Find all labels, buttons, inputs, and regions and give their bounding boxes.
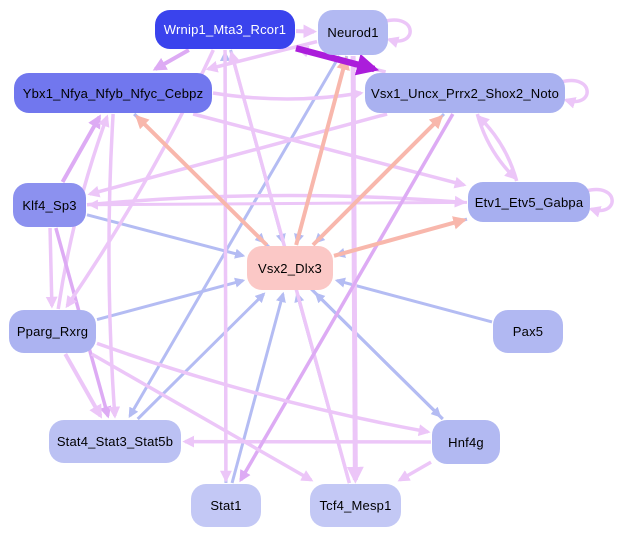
node-vsx1[interactable]: Vsx1_Uncx_Prrx2_Shox2_Noto	[365, 73, 565, 113]
node-label: Pax5	[512, 324, 544, 339]
node-ybx1[interactable]: Ybx1_Nfya_Nfyb_Nfyc_Cebpz	[14, 73, 212, 113]
edge-vsx2-ybx1	[135, 114, 269, 247]
node-wrnip1[interactable]: Wrnip1_Mta3_Rcor1	[155, 10, 295, 49]
node-stat4[interactable]: Stat4_Stat3_Stat5b	[49, 420, 181, 463]
edge-vsx2-vsx1	[311, 114, 444, 247]
node-label: Vsx2_Dlx3	[258, 260, 322, 276]
node-vsx2[interactable]: Vsx2_Dlx3	[247, 246, 333, 290]
edge-wrnip1-ybx1	[152, 48, 190, 71]
node-pax5[interactable]: Pax5	[493, 310, 563, 353]
node-pparg[interactable]: Pparg_Rxrg	[9, 310, 96, 353]
edge-pparg-stat4	[63, 353, 103, 419]
node-label: Ybx1_Nfya_Nfyb_Nfyc_Cebpz	[22, 85, 204, 101]
edge-hnf4g-tcf4	[397, 460, 432, 482]
node-label: Stat4_Stat3_Stat5b	[56, 434, 174, 449]
edge-klf4-etv1	[86, 193, 467, 208]
node-label: Tcf4_Mesp1	[319, 498, 392, 513]
edge-vsx1-etv1	[475, 113, 517, 180]
node-hnf4g[interactable]: Hnf4g	[432, 420, 500, 464]
node-klf4[interactable]: Klf4_Sp3	[13, 183, 86, 227]
edge-klf4-ybx1	[60, 114, 102, 183]
edge-etv1-klf4	[87, 199, 468, 210]
self-loop-edge-neurod1	[383, 18, 412, 48]
edge-vsx2-etv1	[333, 216, 467, 258]
edge-wrnip1-vsx1	[295, 45, 380, 76]
node-stat1[interactable]: Stat1	[191, 484, 261, 527]
node-label: Vsx1_Uncx_Prrx2_Shox2_Noto	[370, 85, 560, 101]
edge-ybx1-stat4	[107, 113, 121, 419]
edge-stat1-vsx2	[230, 291, 286, 484]
node-label: Neurod1	[327, 25, 379, 40]
node-neurod1[interactable]: Neurod1	[318, 10, 388, 55]
node-label: Hnf4g	[448, 434, 484, 450]
edge-vsx1-stat1	[239, 113, 455, 483]
node-tcf4[interactable]: Tcf4_Mesp1	[310, 484, 401, 527]
edge-klf4-pparg	[45, 227, 58, 309]
edge-pparg-hnf4g	[96, 341, 431, 437]
edge-klf4-vsx2	[86, 213, 246, 259]
edge-pparg-tcf4	[90, 352, 314, 482]
edge-wrnip1-stat1	[219, 49, 232, 483]
edge-ybx1-vsx1	[212, 88, 364, 101]
node-label: Etv1_Etv5_Gabpa	[474, 194, 584, 210]
node-label: Wrnip1_Mta3_Rcor1	[163, 22, 287, 37]
edge-neurod1-stat4	[128, 55, 341, 418]
node-label: Pparg_Rxrg	[16, 324, 89, 339]
edge-pparg-vsx2	[96, 277, 246, 322]
edge-vsx1-klf4	[87, 112, 388, 198]
node-label: Stat1	[210, 498, 242, 513]
node-etv1[interactable]: Etv1_Etv5_Gabpa	[468, 182, 590, 222]
edge-pax5-vsx2	[334, 277, 493, 324]
self-loop-edge-etv1	[585, 187, 614, 218]
edge-etv1-vsx1	[477, 115, 519, 182]
self-loop-edge-vsx1	[560, 78, 589, 109]
node-label: Klf4_Sp3	[22, 197, 77, 213]
edge-vsx2-neurod1	[294, 56, 350, 246]
edge-neurod1-tcf4	[346, 55, 364, 484]
edge-stat4-vsx2	[136, 292, 266, 421]
